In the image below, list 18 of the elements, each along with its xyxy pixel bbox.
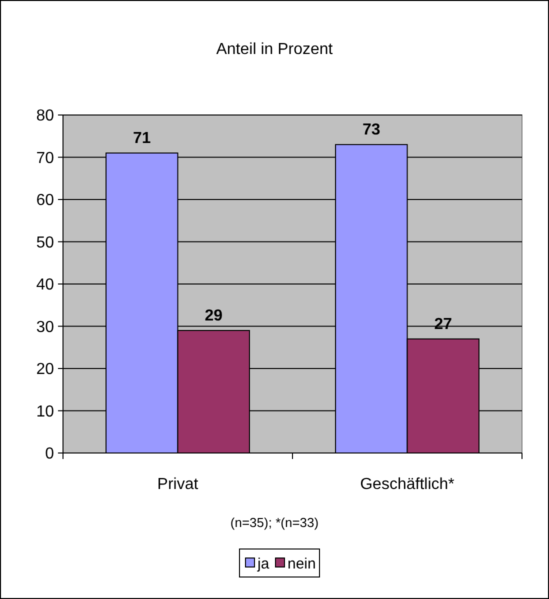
data-label: 29 (204, 307, 223, 324)
y-tick-label: 20 (36, 361, 54, 378)
legend-label: ja (256, 555, 270, 572)
chart-title: Anteil in Prozent (216, 41, 334, 58)
y-tick-label: 10 (36, 403, 54, 420)
y-tick-label: 40 (36, 276, 54, 294)
y-tick-label: 30 (36, 318, 54, 336)
y-tick-label: 50 (36, 234, 54, 252)
text: (n=35); *(n=33) (230, 515, 319, 530)
y-tick-label: 80 (36, 108, 54, 125)
data-label: 73 (362, 122, 380, 139)
x-tick-label: Privat (157, 476, 199, 493)
y-tick-label: 0 (45, 446, 54, 463)
legend-label: nein (288, 555, 316, 572)
data-label: 71 (132, 130, 151, 148)
x-tick-label: Geschäftlich* (360, 476, 454, 493)
y-tick-label: 70 (36, 150, 54, 167)
y-tick-label: 60 (36, 192, 54, 210)
